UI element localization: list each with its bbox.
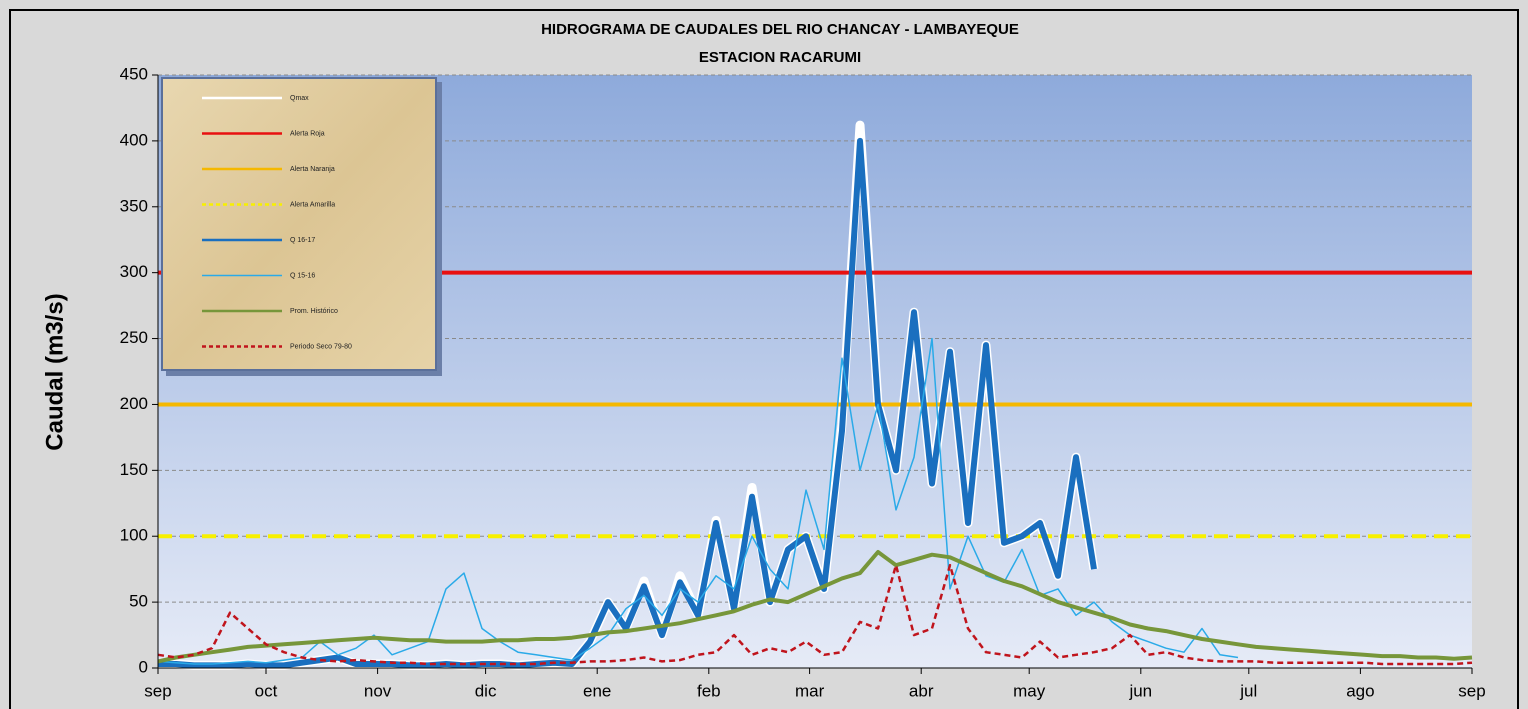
x-tick-label: sep xyxy=(144,681,171,700)
y-tick-label: 50 xyxy=(129,592,148,611)
x-tick-label: nov xyxy=(364,681,392,700)
legend-label: Prom. Histórico xyxy=(290,308,338,315)
legend-box xyxy=(161,77,437,371)
legend-label: Periodo Seco 79-80 xyxy=(290,343,352,350)
x-tick-label: abr xyxy=(909,681,934,700)
chart-subtitle: ESTACION RACARUMI xyxy=(699,49,861,66)
x-tick-label: feb xyxy=(697,681,721,700)
x-tick-label: jul xyxy=(1239,681,1257,700)
x-tick-label: jun xyxy=(1128,681,1152,700)
y-tick-label: 100 xyxy=(120,526,148,545)
legend-label: Q 15-16 xyxy=(290,272,315,279)
legend: Qmax Alerta Roja Alerta Naranja Alerta Amar… xyxy=(161,77,442,376)
y-tick-label: 0 xyxy=(139,657,148,676)
legend-label: Q 16-17 xyxy=(290,237,315,244)
frame xyxy=(9,9,1519,709)
legend-label: Alerta Naranja xyxy=(290,166,335,173)
y-tick-label: 150 xyxy=(120,460,148,479)
x-tick-label: ago xyxy=(1346,681,1374,700)
y-axis-label: Caudal (m3/s) xyxy=(41,293,68,450)
y-tick-label: 300 xyxy=(120,262,148,281)
y-tick-label: 350 xyxy=(120,196,148,215)
x-tick-label: mar xyxy=(795,681,825,700)
axes: 0 50 100 150 200 250 300 350 400 450 sep oct nov dic e… xyxy=(120,64,1486,700)
series-line xyxy=(157,337,1239,665)
series-line xyxy=(157,550,1473,664)
legend-label: Alerta Roja xyxy=(290,130,325,137)
series-line xyxy=(158,137,1097,669)
y-tick-label: 250 xyxy=(120,328,148,347)
legend-label: Qmax xyxy=(290,95,309,102)
x-tick-label: dic xyxy=(475,681,497,700)
chart-title: HIDROGRAMA DE CAUDALES DEL RIO CHANCAY -… xyxy=(541,21,1019,38)
y-tick-label: 450 xyxy=(120,64,148,83)
series-line xyxy=(157,563,1473,666)
x-tick-label: sep xyxy=(1458,681,1485,700)
y-tick-label: 400 xyxy=(120,130,148,149)
legend-label: Alerta Amarilla xyxy=(290,201,335,208)
x-tick-label: may xyxy=(1013,681,1046,700)
x-tick-label: ene xyxy=(583,681,611,700)
y-tick-label: 200 xyxy=(120,394,148,413)
x-tick-label: oct xyxy=(255,681,278,700)
